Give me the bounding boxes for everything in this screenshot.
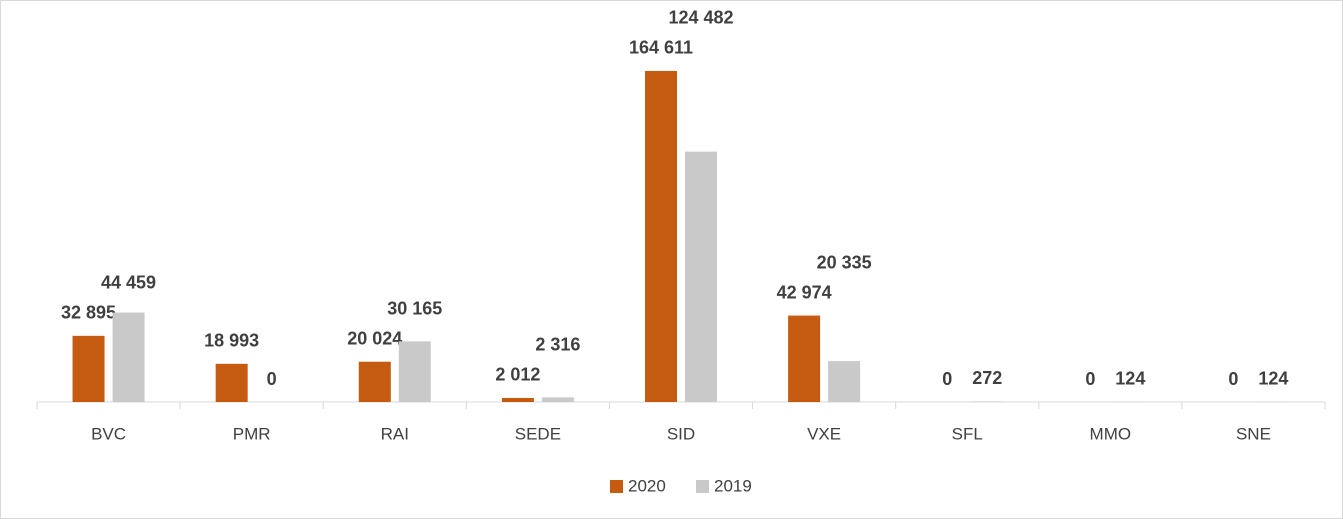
x-tick-label: MMO (1090, 424, 1132, 443)
data-label: 124 482 (668, 8, 733, 28)
bar (72, 335, 105, 402)
data-label: 0 (1085, 369, 1095, 389)
data-label: 0 (267, 369, 277, 389)
data-label: 42 974 (777, 282, 832, 302)
data-label: 0 (942, 369, 952, 389)
x-tick-label: VXE (807, 424, 841, 443)
data-label: 20 335 (817, 252, 872, 272)
data-label: 18 993 (204, 331, 259, 351)
x-tick-label: PMR (233, 424, 271, 443)
data-label: 44 459 (101, 273, 156, 293)
data-label: 124 (1258, 369, 1288, 389)
bar (501, 397, 534, 402)
data-label: 32 895 (61, 303, 116, 323)
x-tick-label: RAI (381, 424, 409, 443)
data-label: 124 (1115, 369, 1145, 389)
bar (828, 361, 861, 402)
data-label: 30 165 (387, 298, 442, 318)
bar (645, 70, 677, 403)
legend-label: 2020 (628, 476, 666, 495)
data-label: 272 (972, 368, 1002, 388)
bar (358, 361, 391, 402)
data-label: 0 (1228, 369, 1238, 389)
x-tick-label: SEDE (515, 424, 561, 443)
x-tick-label: BVC (91, 424, 126, 443)
x-tick-label: SFL (952, 424, 983, 443)
x-tick-label: SNE (1236, 424, 1271, 443)
legend-swatch (610, 480, 623, 493)
x-tick-label: SID (667, 424, 695, 443)
bar (541, 397, 574, 402)
legend-label: 2019 (714, 476, 752, 495)
legend-swatch (696, 480, 709, 493)
bar (215, 363, 248, 402)
data-label: 2 012 (495, 365, 540, 385)
bar (971, 401, 1004, 402)
data-label: 20 024 (347, 328, 402, 348)
bar (112, 312, 145, 402)
bar (685, 151, 717, 402)
bar (398, 341, 431, 402)
data-label: 2 316 (535, 335, 580, 355)
data-label: 164 611 (629, 38, 693, 58)
bar (788, 315, 821, 402)
